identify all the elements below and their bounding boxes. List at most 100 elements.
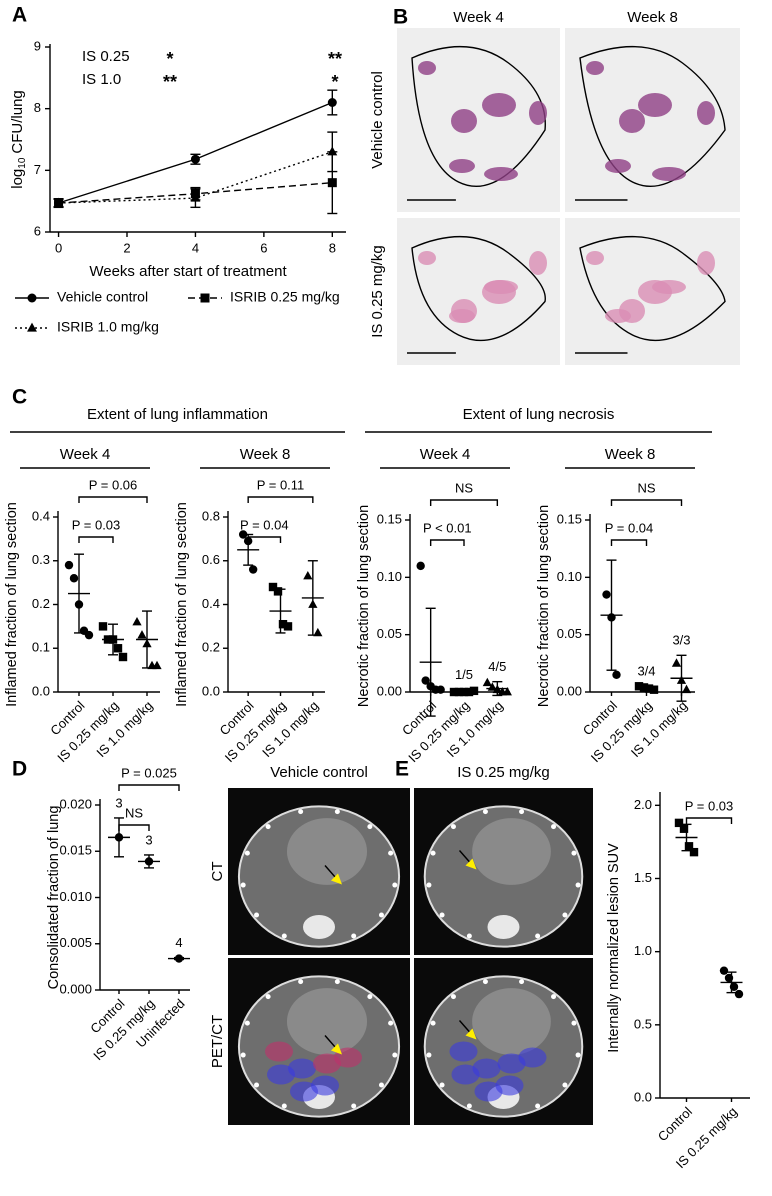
- ct-rib: [298, 809, 304, 815]
- tissue-lesion: [418, 251, 436, 265]
- ct-rib: [439, 912, 445, 918]
- data-point: [649, 685, 659, 694]
- significance-label: P = 0.11: [257, 477, 305, 492]
- data-point: [137, 630, 147, 639]
- ct-rib: [519, 979, 525, 985]
- n-label: 3/3: [672, 633, 690, 648]
- ct-rib: [466, 933, 472, 939]
- y-tick-label: 0.00: [557, 683, 582, 698]
- ct-rib: [378, 912, 384, 918]
- significance-bracket: [118, 784, 180, 791]
- data-point: [674, 818, 684, 828]
- x-tick-label: Control: [655, 1104, 695, 1144]
- arrow-head: [331, 1043, 342, 1055]
- y-tick-label: 0.8: [202, 508, 220, 523]
- data-point: [313, 627, 323, 637]
- data-point: [602, 590, 611, 599]
- ct-rib: [254, 1082, 260, 1088]
- significance-label: NS: [125, 805, 143, 820]
- data-point: [639, 683, 649, 692]
- data-point: [303, 571, 313, 580]
- ct-rib: [367, 994, 373, 1000]
- pet-signal: [451, 1064, 480, 1085]
- legend-marker: [27, 293, 37, 303]
- significance-bracket: [118, 824, 150, 831]
- ct-rib: [240, 882, 246, 888]
- ct-rib: [439, 1082, 445, 1088]
- significance-mark: *: [331, 72, 338, 92]
- significance-bracket: [429, 499, 499, 506]
- pet-signal: [311, 1075, 339, 1096]
- subtitle: Week 8: [240, 446, 291, 463]
- ct-heart: [286, 818, 368, 885]
- tissue-lesion: [619, 109, 645, 133]
- pet-signal: [313, 1053, 341, 1074]
- y-label-subscript: 10: [17, 157, 28, 169]
- y-axis-label: Internally normalized lesion SUV: [606, 843, 622, 1053]
- tissue-lesion: [605, 309, 631, 323]
- legend-label: Vehicle control: [57, 289, 148, 305]
- data-point: [734, 989, 744, 999]
- significance-label: P = 0.04: [240, 517, 289, 532]
- ct-rib: [334, 979, 340, 985]
- significance-label: P = 0.03: [685, 798, 734, 813]
- ct-rib: [535, 1103, 541, 1109]
- x-tick-label: 0: [55, 240, 62, 255]
- data-point: [273, 587, 283, 596]
- pet-signal: [472, 1058, 501, 1079]
- ct-rib: [240, 1052, 246, 1058]
- row-label: PET/CT: [209, 1015, 226, 1068]
- data-point: [421, 676, 430, 685]
- y-tick-label: 0.010: [59, 889, 92, 904]
- data-point: [64, 560, 74, 570]
- ct-rib: [575, 882, 581, 888]
- significance-label: P = 0.03: [72, 517, 121, 532]
- y-tick-label: 0.0: [634, 1089, 652, 1104]
- pet-signal: [518, 1047, 547, 1068]
- significance-mark: **: [163, 72, 177, 92]
- significance-mark: **: [328, 49, 342, 69]
- y-tick-label: 0.000: [59, 981, 92, 996]
- ct-heart: [472, 988, 551, 1055]
- pet-signal: [495, 1075, 524, 1096]
- data-point: [681, 684, 692, 694]
- pet-signal: [497, 1053, 526, 1074]
- y-tick-label: 0.3: [32, 552, 50, 567]
- significance-label: NS: [455, 480, 473, 495]
- panel-label: E: [395, 758, 409, 781]
- ct-rib: [450, 994, 456, 1000]
- n-label: 3: [115, 795, 122, 810]
- data-point: [53, 197, 64, 207]
- pet-signal: [265, 1041, 293, 1062]
- n-label: 3: [145, 832, 152, 847]
- n-label: 3/4: [637, 664, 655, 679]
- data-point: [84, 630, 94, 640]
- y-tick-label: 6: [34, 223, 41, 238]
- y-axis-label: Consolidated fraction of lung: [46, 806, 62, 990]
- y-tick-label: 0.2: [32, 596, 50, 611]
- ct-rib: [466, 1103, 472, 1109]
- ct-spine: [303, 915, 335, 939]
- y-tick-label: 9: [34, 38, 41, 53]
- data-point: [268, 582, 278, 592]
- significance-bracket: [78, 536, 114, 543]
- data-point: [679, 824, 689, 833]
- y-tick-label: 0.005: [59, 935, 92, 950]
- ct-rib: [351, 1103, 357, 1109]
- y-tick-label: 0.4: [32, 508, 50, 523]
- ct-rib: [281, 1103, 287, 1109]
- data-point: [118, 652, 128, 662]
- y-tick-label: 0.05: [377, 626, 402, 641]
- ct-rib: [571, 1020, 577, 1026]
- data-point: [190, 192, 201, 202]
- ct-heart: [472, 818, 551, 885]
- tissue-lesion: [605, 159, 631, 173]
- y-label-base: log: [9, 169, 26, 189]
- significance-label: P = 0.04: [605, 520, 654, 535]
- tissue-lesion: [586, 61, 604, 75]
- y-tick-label: 0.020: [59, 796, 92, 811]
- y-tick-label: 0.1: [32, 640, 50, 655]
- ct-rib: [430, 1020, 436, 1026]
- data-point: [152, 660, 162, 670]
